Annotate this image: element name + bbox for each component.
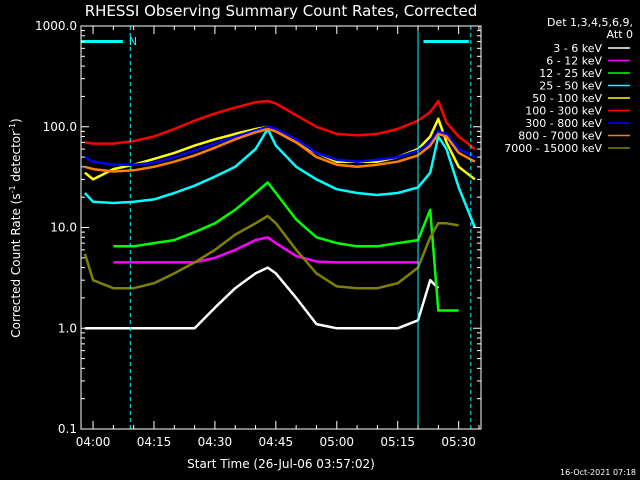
flag-bar <box>81 40 123 43</box>
legend-header-line2: Att 0 <box>607 28 633 41</box>
x-tick-label: 05:15 <box>380 435 415 449</box>
flag-bar <box>423 40 469 43</box>
legend-label: 50 - 100 keV <box>532 92 602 105</box>
flag-label: N <box>129 35 137 48</box>
legend-label: 12 - 25 keV <box>539 67 602 80</box>
y-axis: 0.1 1.0 10.0 100.0 1000.0 <box>35 19 481 436</box>
series-line <box>113 181 459 312</box>
series-line <box>113 236 418 264</box>
series-line <box>84 125 476 166</box>
y-tick-label: 1000.0 <box>35 19 77 33</box>
flag-layer: N <box>81 35 469 48</box>
legend-label: 7000 - 15000 keV <box>504 142 602 155</box>
x-tick-label: 04:00 <box>76 435 111 449</box>
series-line <box>84 127 476 173</box>
x-tick-label: 04:15 <box>137 435 172 449</box>
x-tick-label: 05:30 <box>441 435 476 449</box>
y-axis-label-sup2: -1 <box>8 123 17 131</box>
x-axis: 04:00 04:15 04:30 04:45 05:00 05:15 05:30 <box>76 26 480 449</box>
x-tick-label: 05:00 <box>319 435 354 449</box>
series-line <box>84 266 440 330</box>
legend-label: 300 - 800 keV <box>525 117 602 130</box>
legend-label: 3 - 6 keV <box>553 42 602 55</box>
y-axis-label-part2: detector <box>9 131 23 186</box>
chart-title: RHESSI Observing Summary Count Rates, Co… <box>85 2 478 20</box>
legend-label: 100 - 300 keV <box>525 105 602 118</box>
x-axis-label: Start Time (26-Jul-06 03:57:02) <box>187 457 375 471</box>
y-tick-label: 0.1 <box>58 422 77 436</box>
legend-header-line1: Det 1,3,4,5,6,9, <box>547 16 633 29</box>
footer-date: 16-Oct-2021 07:18 <box>560 468 636 477</box>
x-tick-label: 04:30 <box>198 435 233 449</box>
y-tick-label: 100.0 <box>43 120 77 134</box>
y-tick-label: 10.0 <box>50 221 77 235</box>
y-axis-label-part1: Corrected Count Rate (s <box>9 193 23 337</box>
y-axis-label-sup1: -1 <box>8 185 17 193</box>
series-line <box>83 127 477 228</box>
legend-label: 6 - 12 keV <box>546 55 602 68</box>
series-line <box>83 214 459 290</box>
legend-label: 800 - 7000 keV <box>518 130 602 143</box>
y-axis-label: Corrected Count Rate (s-1 detector-1) <box>8 118 23 337</box>
x-tick-label: 04:45 <box>259 435 294 449</box>
legend-label: 25 - 50 keV <box>539 80 602 93</box>
series-layer <box>83 99 477 330</box>
y-axis-label-part3: ) <box>9 118 23 123</box>
y-tick-label: 1.0 <box>58 321 77 335</box>
series-line <box>84 99 476 151</box>
